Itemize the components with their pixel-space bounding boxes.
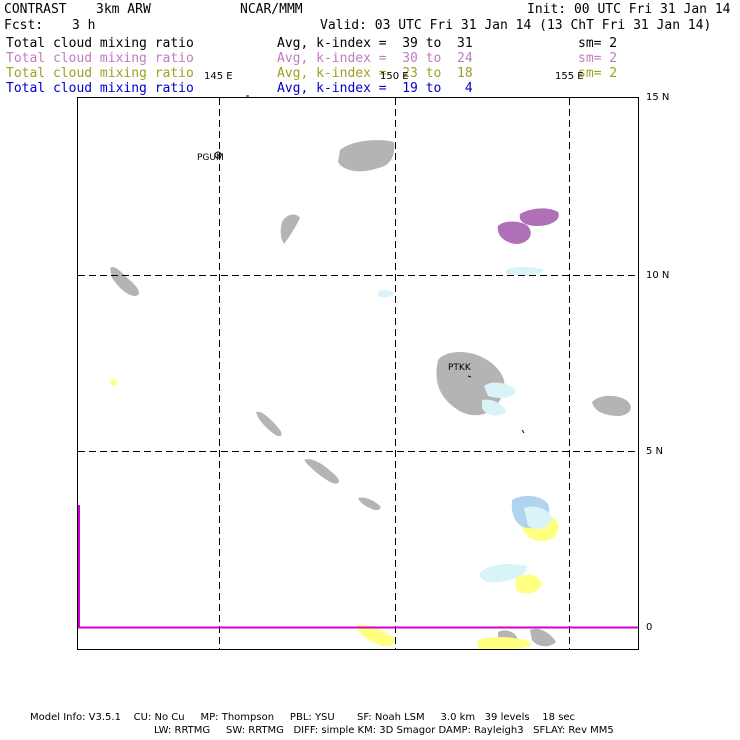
cloud-gray-west — [110, 267, 140, 296]
station-marker-pgum — [214, 151, 222, 159]
valid-time: Valid: 03 UTC Fri 31 Jan 14 (13 ChT Fri … — [320, 18, 712, 33]
cloud-gray-strip1 — [256, 411, 282, 437]
lat-label-5n: 5 N — [646, 446, 664, 457]
legend-stat-4: Avg, k-index = 19 to 4 — [277, 81, 473, 96]
island-ptkk-mark — [467, 375, 472, 378]
graticule — [78, 98, 638, 649]
cloud-gray-north — [338, 140, 395, 172]
init-time: Init: 00 UTC Fri 31 Jan 14 — [527, 2, 731, 17]
cloud-gray-strip3 — [358, 497, 381, 511]
cloud-gray-mid — [280, 214, 300, 244]
model-info-line-2: LW: RRTMG SW: RRTMG DIFF: simple KM: 3D … — [154, 725, 614, 736]
cloud-lightblue-5 — [479, 564, 527, 583]
cloud-purple-2 — [519, 208, 559, 226]
forecast-label: Fcst: — [4, 18, 44, 33]
model-info-line-1: Model Info: V3.5.1 CU: No Cu MP: Thompso… — [30, 712, 576, 723]
cloud-lightblue-2 — [378, 289, 394, 298]
legend-name-1: Total cloud mixing ratio — [6, 36, 194, 51]
cloud-lightblue-3 — [484, 382, 516, 398]
lat-label-10n: 10 N — [646, 270, 670, 281]
cloud-lightblue-core — [524, 506, 552, 529]
lon-label-145e: 145 E — [204, 71, 233, 82]
cloud-layer-1 — [110, 140, 631, 647]
cloud-purple-1 — [497, 221, 531, 244]
lon-label-150e: 150 E — [380, 71, 409, 82]
cloud-lightblue-1 — [506, 267, 544, 276]
cloud-layer-4 — [378, 267, 552, 583]
lon-label-155e: 155 E — [555, 71, 584, 82]
station-label-ptkk: PTKK — [448, 363, 471, 373]
cloud-lightblue-4 — [482, 399, 506, 416]
cloud-layer-3 — [110, 379, 559, 650]
cloud-gray-ptkk — [436, 352, 505, 416]
island-mark-2 — [521, 429, 525, 434]
cloud-gray-south2 — [530, 628, 556, 647]
cloud-yellow-south2 — [478, 637, 532, 650]
cloud-layer-2 — [497, 208, 559, 244]
cloud-yellow-south1 — [356, 624, 395, 647]
legend-stat-1: Avg, k-index = 39 to 31 — [277, 36, 473, 51]
station-label-pgum: PGUM — [197, 153, 224, 163]
legend-sm-2: sm= 2 — [578, 51, 618, 66]
model-label: 3km ARW — [96, 2, 151, 17]
cloud-yellow-blob — [516, 574, 542, 594]
legend-sm-1: sm= 2 — [578, 36, 618, 51]
center-label: NCAR/MMM — [240, 2, 303, 17]
legend-name-4: Total cloud mixing ratio — [6, 81, 194, 96]
lat-label-0: 0 — [646, 622, 653, 633]
forecast-hour: 3 h — [72, 18, 96, 33]
lat-label-15n: 15 N — [646, 92, 670, 103]
cloud-gray-strip2 — [304, 459, 339, 484]
legend-name-2: Total cloud mixing ratio — [6, 51, 194, 66]
product-title: CONTRAST — [4, 2, 67, 17]
map-frame — [77, 97, 639, 650]
legend-name-3: Total cloud mixing ratio — [6, 66, 194, 81]
legend-stat-3: Avg, k-index = 23 to 18 — [277, 66, 473, 81]
cloud-gray-east — [592, 395, 631, 416]
legend-sm-3: sm= 2 — [578, 66, 618, 81]
cloud-yellow-small — [110, 379, 117, 387]
legend-stat-2: Avg, k-index = 30 to 24 — [277, 51, 473, 66]
